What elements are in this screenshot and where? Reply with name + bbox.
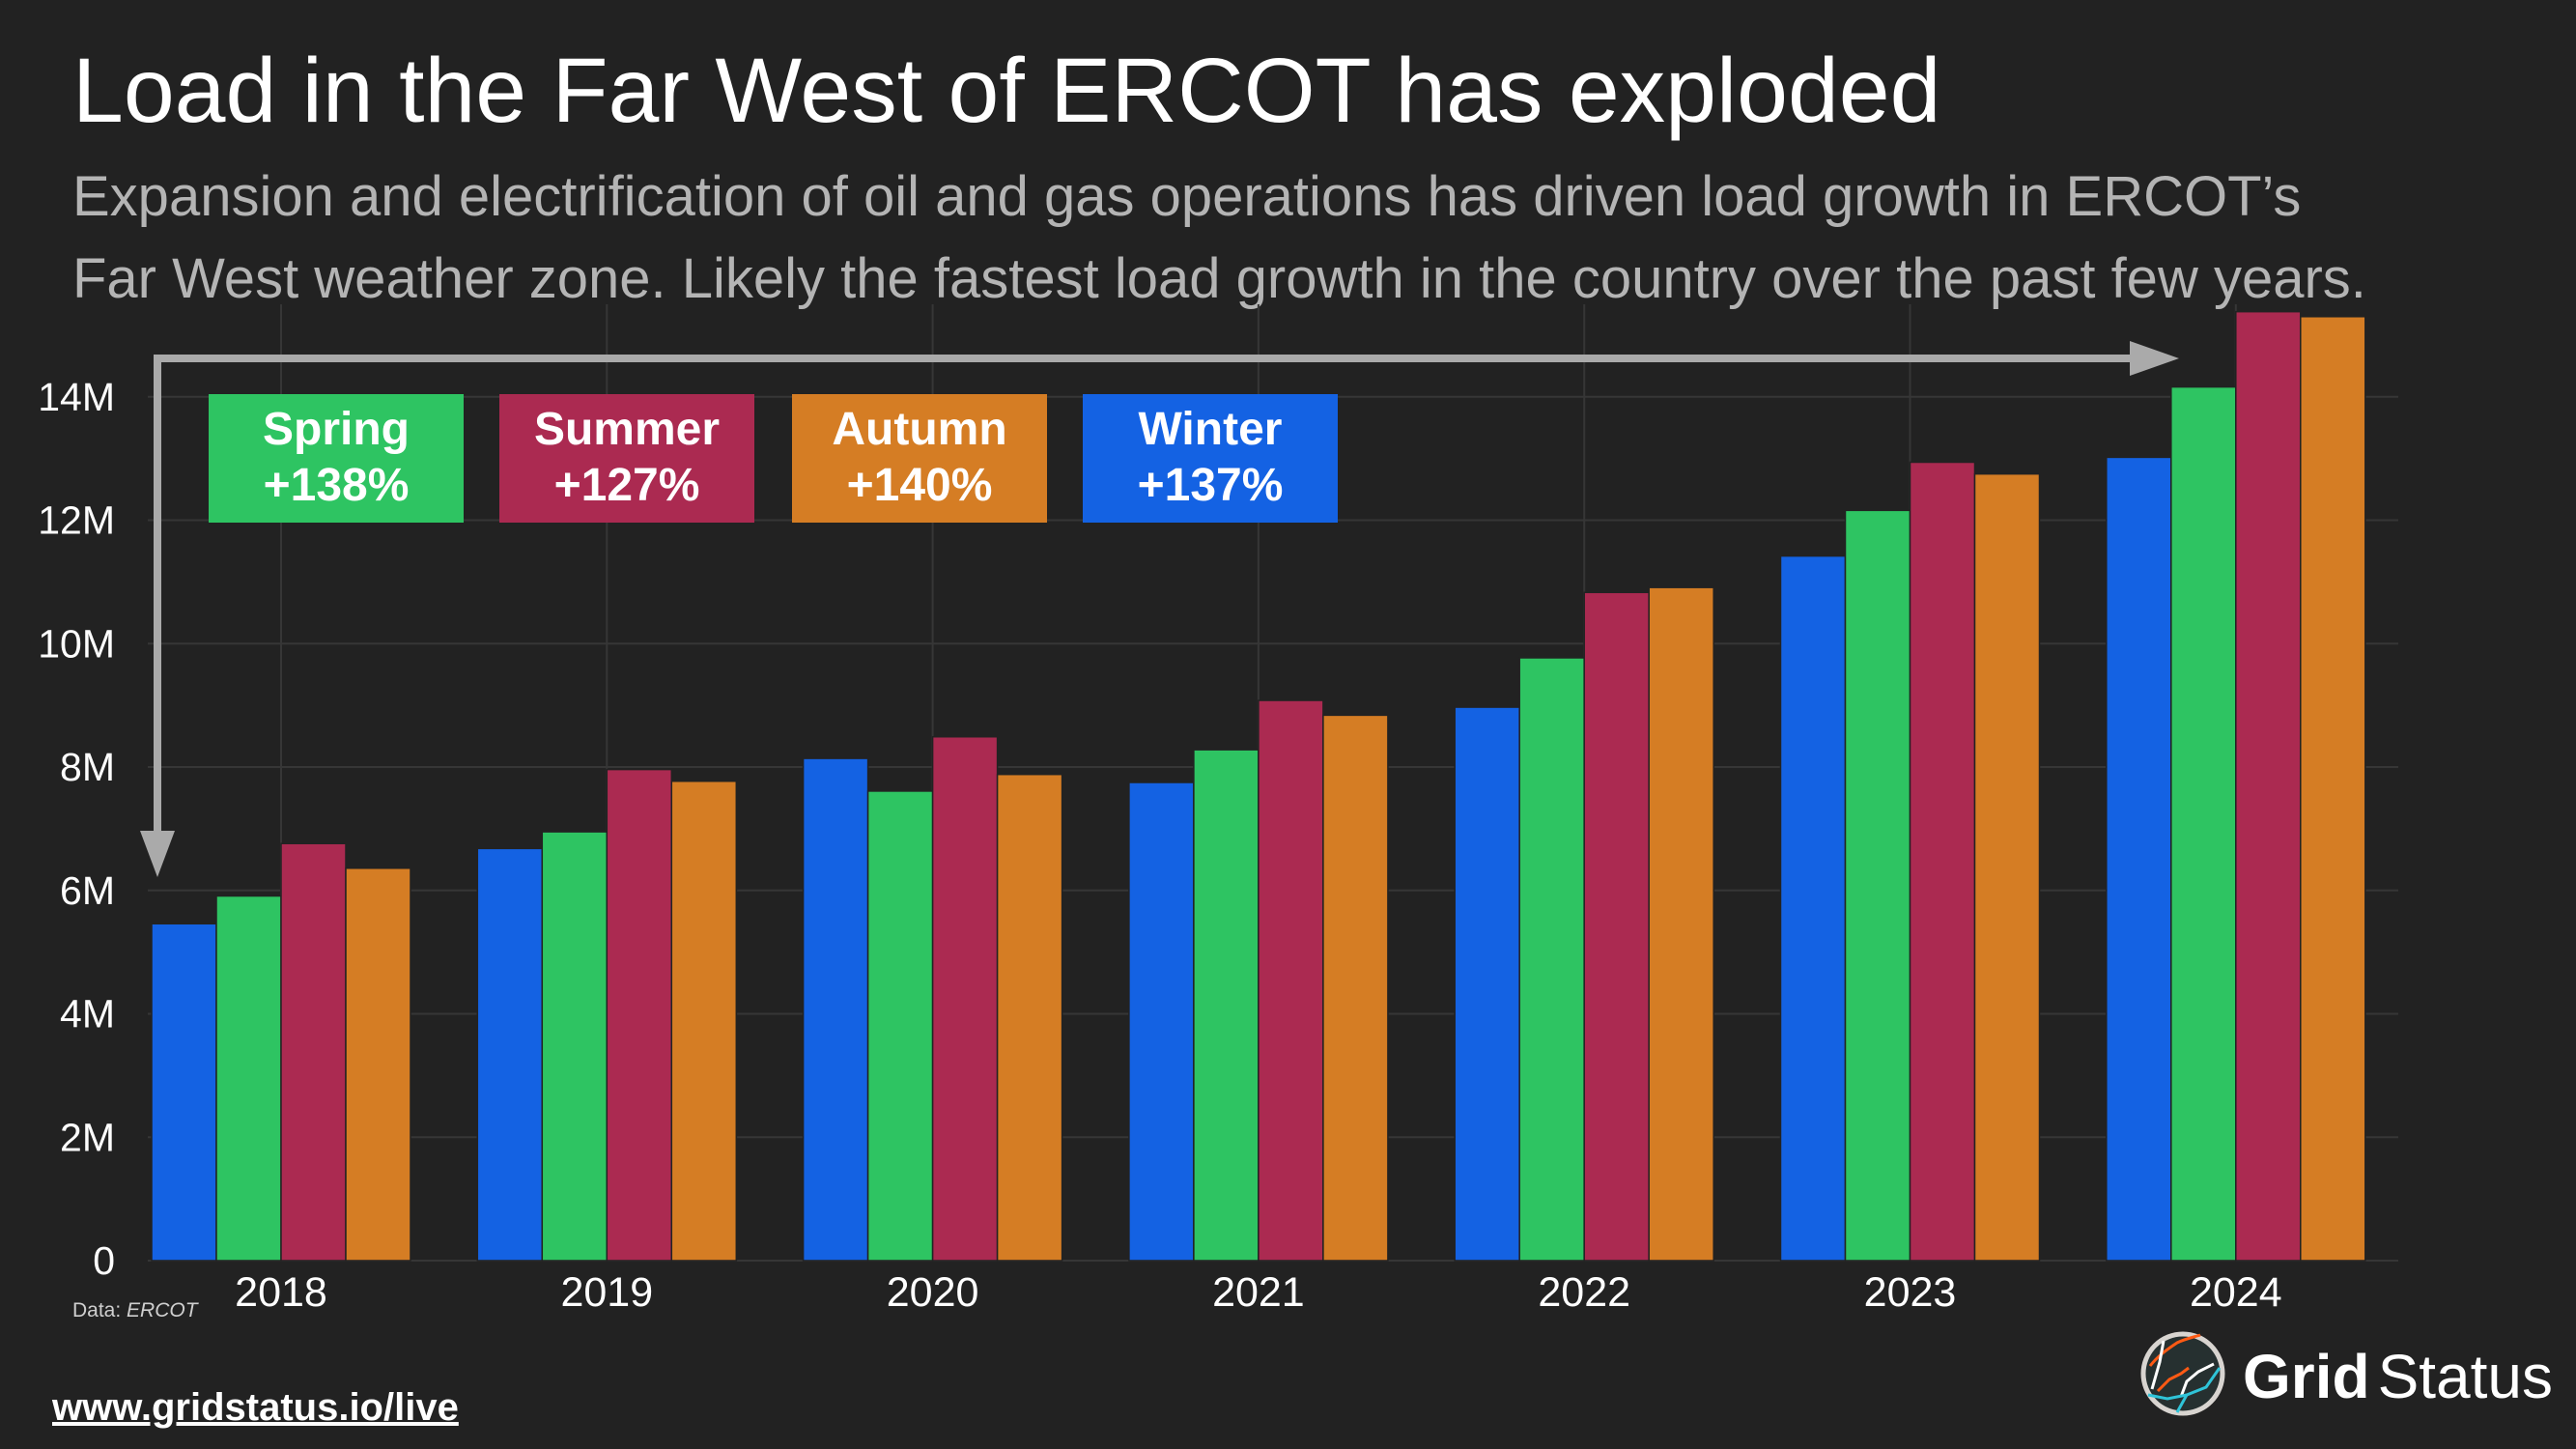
bar-spring-2021 (1193, 749, 1260, 1262)
chart-subtitle-line-2: Far West weather zone. Likely the fastes… (72, 247, 2366, 310)
bar-winter-2022 (1454, 706, 1520, 1262)
legend-spring: Spring +138% (209, 394, 464, 523)
y-tick-label: 10M (38, 621, 115, 666)
bar-spring-2022 (1518, 657, 1585, 1262)
bar-winter-2019 (476, 847, 544, 1262)
y-tick-label: 0 (93, 1238, 115, 1283)
legend-summer-change: +127% (553, 460, 700, 511)
x-tick-label: 2020 (887, 1269, 979, 1316)
source-name: ERCOT (127, 1299, 198, 1321)
bar-winter-2018 (151, 923, 217, 1262)
bar-autumn-2020 (996, 773, 1063, 1262)
bar-autumn-2024 (2300, 316, 2366, 1262)
chart-subtitle-line-1: Expansion and electrification of oil and… (72, 165, 2302, 228)
bar-autumn-2022 (1648, 586, 1714, 1262)
y-tick-label: 2M (60, 1115, 115, 1159)
bar-winter-2021 (1128, 781, 1195, 1262)
bar-autumn-2023 (1973, 472, 2041, 1262)
y-tick-label: 4M (60, 992, 115, 1037)
bar-winter-2024 (2106, 456, 2172, 1262)
bar-summer-2019 (606, 768, 673, 1262)
source-prefix: Data: (72, 1299, 127, 1321)
globe-logo-icon (2140, 1331, 2225, 1416)
x-tick-label: 2022 (1538, 1269, 1630, 1316)
bar-winter-2023 (1779, 554, 1847, 1262)
bar-spring-2020 (866, 790, 934, 1262)
bar-spring-2018 (215, 895, 282, 1262)
chart-title: Load in the Far West of ERCOT has explod… (72, 40, 1941, 142)
gridstatus-logo: Grid Status (2138, 1329, 2563, 1418)
bar-summer-2022 (1583, 591, 1650, 1262)
bar-spring-2019 (541, 831, 609, 1262)
brand-status: Status (2377, 1342, 2553, 1411)
arrow-head-down (140, 831, 175, 877)
legend-winter-change: +137% (1137, 460, 1284, 511)
x-tick-label: 2023 (1864, 1269, 1957, 1316)
bar-winter-2020 (802, 757, 869, 1262)
legend-winter: Winter +137% (1083, 394, 1338, 523)
x-tick-label: 2024 (2190, 1269, 2282, 1316)
legend-summer-label: Summer (533, 404, 721, 455)
bar-summer-2023 (1909, 461, 1976, 1262)
x-tick-label: 2019 (560, 1269, 653, 1316)
legend-winter-label: Winter (1138, 404, 1283, 455)
bar-spring-2023 (1844, 509, 1911, 1262)
bar-autumn-2019 (670, 780, 738, 1262)
bar-summer-2024 (2235, 310, 2302, 1262)
x-tick-label: 2021 (1212, 1269, 1305, 1316)
legend-spring-change: +138% (263, 460, 410, 511)
y-tick-label: 14M (38, 375, 115, 419)
legend-autumn: Autumn +140% (792, 394, 1047, 523)
y-tick-label: 6M (60, 868, 115, 913)
x-tick-label: 2018 (235, 1269, 327, 1316)
legend-spring-label: Spring (263, 404, 410, 455)
bar-summer-2020 (931, 735, 999, 1262)
bar-summer-2021 (1258, 699, 1324, 1262)
bar-autumn-2018 (345, 867, 411, 1262)
legend-autumn-change: +140% (846, 460, 993, 511)
growth-arrow (140, 341, 2179, 877)
legend-autumn-label: Autumn (832, 404, 1007, 455)
y-tick-label: 12M (38, 498, 115, 543)
brand-grid: Grid (2243, 1342, 2370, 1411)
y-tick-label: 8M (60, 745, 115, 789)
gridstatus-link[interactable]: www.gridstatus.io/live (52, 1386, 459, 1429)
bar-autumn-2021 (1322, 714, 1389, 1262)
bar-spring-2024 (2170, 385, 2237, 1262)
legend-summer: Summer +127% (499, 394, 754, 523)
data-source: Data: ERCOT (72, 1299, 198, 1322)
bar-summer-2018 (280, 842, 347, 1262)
arrow-head-right (2130, 341, 2179, 376)
